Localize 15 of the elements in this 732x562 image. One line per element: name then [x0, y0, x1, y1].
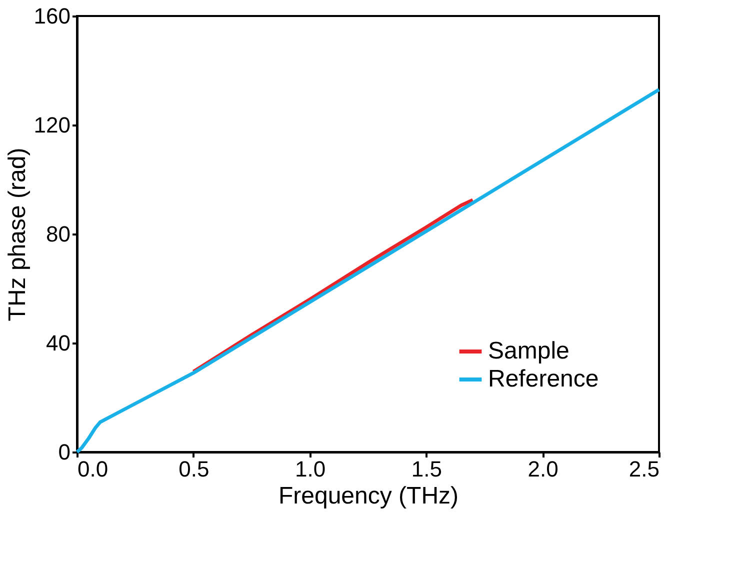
y-axis-title: THz phase (rad) — [4, 148, 31, 322]
x-tick-label: 1.0 — [295, 456, 326, 482]
legend-label: Reference — [488, 366, 599, 392]
y-tick-label: 0 — [58, 440, 70, 464]
x-axis-title: Frequency (THz) — [278, 482, 459, 510]
y-tick-label: 160 — [34, 4, 70, 28]
legend-label: Sample — [488, 338, 570, 364]
x-tick-label: 1.5 — [411, 456, 442, 482]
y-tick-label: 120 — [34, 112, 70, 138]
y-tick-label: 80 — [46, 222, 70, 246]
x-tick-label: 2.5 — [628, 456, 660, 482]
y-tick-label: 40 — [46, 330, 70, 356]
x-tick-label: 0.5 — [178, 456, 210, 482]
x-tick-label: 0.0 — [78, 456, 108, 482]
x-tick-label: 2.0 — [528, 456, 558, 482]
